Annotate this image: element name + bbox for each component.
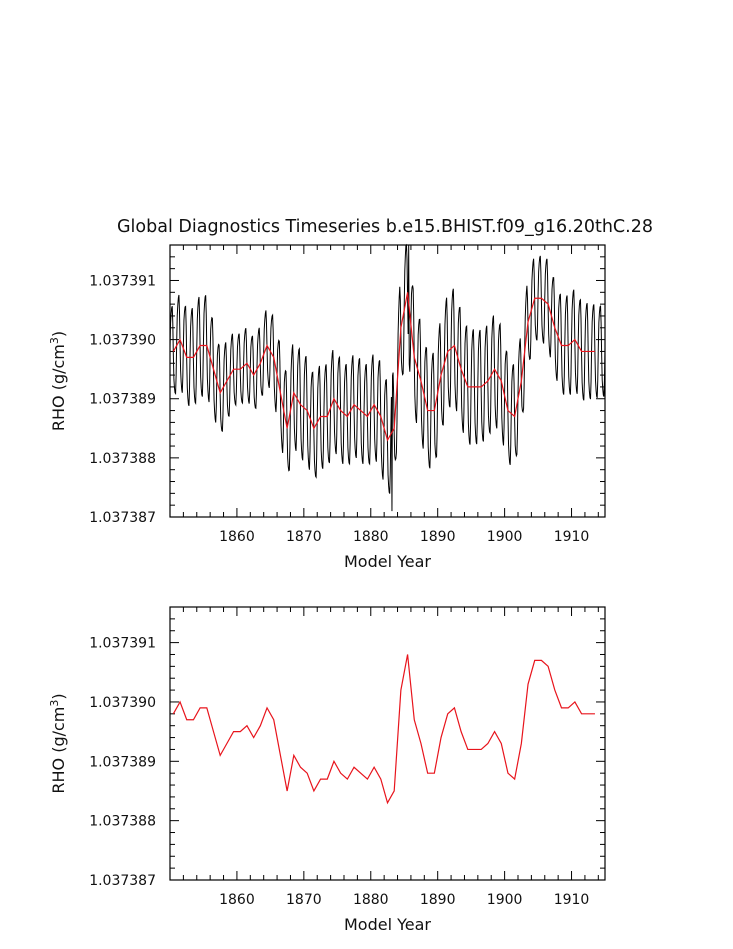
x-axis-label: Model Year (344, 915, 431, 934)
y-tick-label: 1.037387 (89, 873, 156, 889)
panel-top: 1860 1870 1880 1890 1900 1910 1.037387 1.037388… (48, 243, 606, 571)
y-tick-label: 1.037390 (89, 333, 156, 349)
x-tick-label: 1870 (286, 529, 322, 545)
x-tick-label: 1860 (219, 892, 255, 908)
y-tick-label: 1.037390 (89, 695, 156, 711)
y-tick-label: 1.037389 (89, 754, 156, 770)
x-tick-label: 1860 (219, 529, 255, 545)
x-tick-label: 1910 (554, 529, 590, 545)
series-monthly-line (169, 243, 606, 512)
x-tick-label: 1880 (353, 892, 389, 908)
series-annual-mean-line (172, 292, 595, 442)
x-tick-label: 1880 (353, 529, 389, 545)
x-tick-label: 1900 (487, 529, 523, 545)
y-tick-label: 1.037391 (89, 636, 156, 652)
plot-frame (169, 244, 606, 518)
x-tick-label: 1900 (487, 892, 523, 908)
x-tick-label: 1890 (420, 892, 456, 908)
y-tick-label: 1.037391 (89, 273, 156, 289)
y-tick-label: 1.037388 (89, 814, 156, 830)
y-tick-label: 1.037388 (89, 451, 156, 467)
series-annual-mean-line (172, 654, 595, 805)
y-tick-label: 1.037389 (89, 392, 156, 408)
chart-title: Global Diagnostics Timeseries b.e15.BHIS… (117, 217, 653, 237)
plot-frame (169, 606, 606, 881)
y-axis-label: RHO (g/cm3) (48, 693, 69, 793)
x-tick-label: 1910 (554, 892, 590, 908)
x-tick-label: 1890 (420, 529, 456, 545)
panel-bottom: 1860 1870 1880 1890 1900 1910 1.037387 1.037388… (48, 606, 606, 934)
x-tick-label: 1870 (286, 892, 322, 908)
y-axis-label: RHO (g/cm3) (48, 331, 69, 431)
y-tick-label: 1.037387 (89, 510, 156, 526)
x-axis-label: Model Year (344, 552, 431, 571)
